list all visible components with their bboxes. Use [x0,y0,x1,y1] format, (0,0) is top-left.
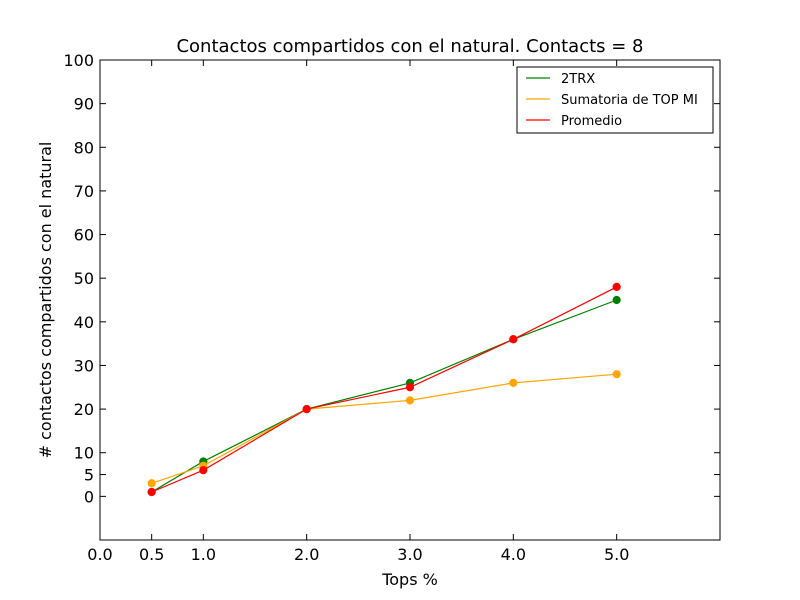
x-tick-label: 0.0 [87,545,112,564]
series-layer [147,282,621,497]
y-tick-label: 20 [74,400,94,419]
y-tick-label: 30 [74,356,94,375]
y-tick-label: 80 [74,138,94,157]
plot-frame [99,59,721,541]
data-point [509,378,518,388]
x-axis-ticks: 0.0 0.5 1.0 2.0 3.0 4.0 5.0 [87,60,629,564]
y-axis-label: # contactos compartidos con el natural [36,142,55,459]
y-tick-label: 10 [74,444,94,463]
y-tick-label: 50 [74,269,94,288]
x-tick-label: 0.5 [139,545,164,564]
x-tick-label: 4.0 [501,545,526,564]
y-tick-label: 100 [63,51,94,70]
data-point [302,404,311,414]
legend-items: 2TRX Sumatoria de TOP MI Promedio [526,72,698,129]
legend-label: Sumatoria de TOP MI [561,93,698,108]
series-line [151,373,617,484]
series-2 [147,282,621,497]
x-tick-label: 3.0 [397,545,422,564]
y-tick-label: 40 [74,313,94,332]
y-tick-label: 0 [84,487,94,506]
series-line [151,286,617,493]
legend-item: Promedio [526,114,622,129]
legend-item: 2TRX [526,72,595,87]
x-tick-label: 2.0 [294,545,319,564]
data-point [509,335,518,344]
data-point [405,396,415,405]
data-point [147,487,156,497]
x-tick-label: 1.0 [191,545,216,564]
chart-title: Contactos compartidos con el natural. Co… [176,36,643,57]
y-tick-label: 70 [74,182,94,201]
y-tick-label: 5 [84,466,94,485]
y-tick-label: 60 [74,226,94,245]
legend-label: Promedio [561,114,622,129]
legend-item: Sumatoria de TOP MI [526,93,698,108]
data-point [612,295,621,305]
data-point [147,479,156,488]
x-axis-label: Tops % [381,570,438,589]
y-tick-label: 90 [74,95,94,114]
y-axis-ticks: 0 5 10 20 30 40 50 60 70 80 90 100 [63,51,720,506]
legend: 2TRX Sumatoria de TOP MI Promedio [516,66,714,134]
data-point [612,282,621,292]
x-tick-label: 5.0 [604,545,629,564]
data-point [199,466,208,475]
data-point [405,383,415,392]
data-point [612,370,621,379]
legend-label: 2TRX [561,72,595,87]
series-line [151,299,617,493]
